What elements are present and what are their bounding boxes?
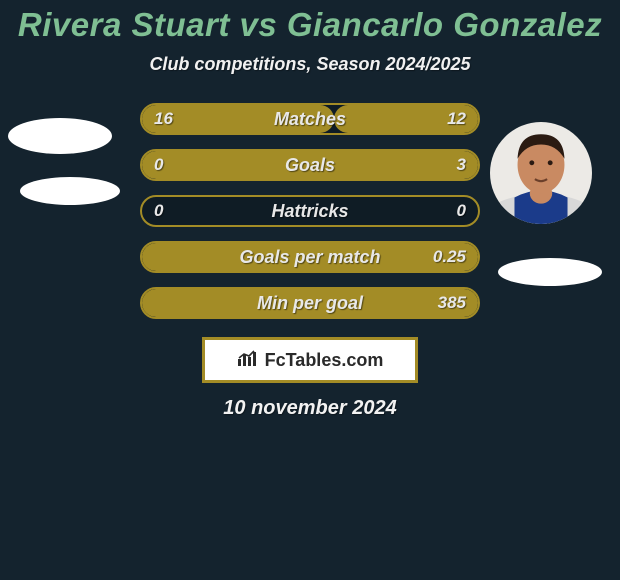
stat-label: Hattricks [142,197,478,225]
stat-label: Min per goal [142,289,478,317]
player-left-avatar-placeholder [8,118,112,154]
stat-row: 0.25Goals per match [140,241,480,273]
player-right-name-pill [498,258,602,286]
stat-row: 1612Matches [140,103,480,135]
date-text: 10 november 2024 [0,397,620,420]
comparison-card: Rivera Stuart vs Giancarlo Gonzalez Club… [0,0,620,580]
watermark-text: FcTables.com [265,350,384,371]
subtitle: Club competitions, Season 2024/2025 [0,54,620,75]
stat-label: Goals [142,151,478,179]
stat-row: 00Hattricks [140,195,480,227]
player-right-avatar [490,122,592,224]
stat-label: Goals per match [142,243,478,271]
stat-row: 03Goals [140,149,480,181]
stat-label: Matches [142,105,478,133]
watermark-box: FcTables.com [202,337,418,383]
page-title: Rivera Stuart vs Giancarlo Gonzalez [0,0,620,44]
chart-icon [237,349,259,372]
player-left-name-pill [20,177,120,205]
stat-row: 385Min per goal [140,287,480,319]
player-right-avatar-svg [490,122,592,224]
